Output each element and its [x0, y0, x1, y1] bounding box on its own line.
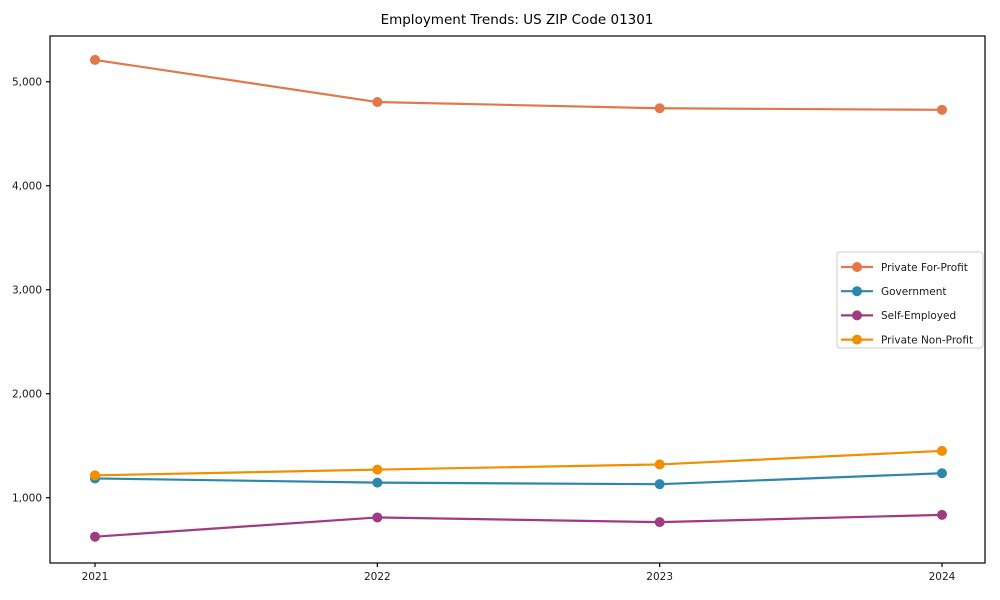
- data-point-private-for-profit: [937, 104, 947, 115]
- plot-area: 1,000 2,000 3,000 4,000 5,000 2021 2022 2023 202…: [12, 35, 986, 583]
- legend-label: Private Non-Profit: [881, 334, 973, 346]
- data-point-self-employed: [654, 517, 665, 528]
- data-point-government: [654, 479, 665, 490]
- data-point-private-non-profit: [937, 445, 947, 456]
- x-axis-tick-label: 2023: [646, 571, 673, 583]
- data-point-private-non-profit: [90, 470, 100, 481]
- legend-marker: [852, 334, 862, 345]
- x-axis-tick-label: 2021: [82, 571, 109, 583]
- legend-marker: [852, 262, 862, 272]
- legend-item: Government: [841, 286, 946, 298]
- x-axis-tick-label: 2024: [929, 571, 956, 583]
- data-point-self-employed: [937, 509, 947, 520]
- legend-item: Private Non-Profit: [841, 334, 973, 346]
- axes-box: [49, 35, 986, 564]
- legend-item: Self-Employed: [841, 310, 956, 322]
- data-point-private-non-profit: [372, 464, 383, 475]
- series-line-private-for-profit: [93, 58, 944, 111]
- data-point-private-non-profit: [654, 459, 665, 470]
- y-axis-tick-label: 5,000: [12, 77, 42, 89]
- data-point-self-employed: [372, 512, 383, 523]
- legend: Private For-Profit Government Self-Employe…: [836, 251, 984, 349]
- data-point-private-for-profit: [90, 54, 100, 65]
- data-point-self-employed: [90, 531, 100, 542]
- y-axis-tick-label: 1,000: [12, 492, 42, 504]
- data-point-private-for-profit: [372, 97, 383, 108]
- legend-label: Self-Employed: [881, 310, 956, 322]
- series-line-self-employed: [93, 513, 944, 538]
- legend-label: Government: [881, 286, 946, 298]
- legend-box: [836, 251, 984, 349]
- y-axis-tick-label: 2,000: [12, 389, 42, 401]
- data-point-private-for-profit: [654, 103, 665, 114]
- series-line-private-non-profit: [93, 449, 944, 477]
- y-axis-tick-label: 4,000: [12, 181, 42, 193]
- legend-marker: [852, 286, 862, 297]
- chart-title: Employment Trends: US ZIP Code 01301: [381, 12, 654, 28]
- legend-marker: [852, 310, 862, 321]
- series-line-government: [93, 472, 944, 486]
- legend-label: Private For-Profit: [881, 262, 968, 274]
- data-point-government: [937, 468, 947, 479]
- y-axis-tick-label: 3,000: [12, 285, 42, 297]
- data-point-government: [372, 477, 383, 488]
- legend-item: Private For-Profit: [841, 262, 968, 274]
- x-axis-tick-label: 2022: [364, 571, 391, 583]
